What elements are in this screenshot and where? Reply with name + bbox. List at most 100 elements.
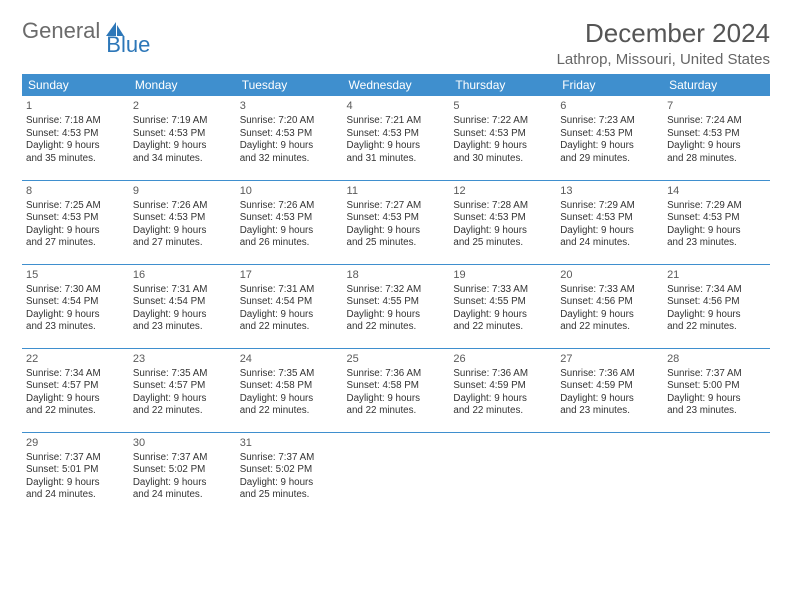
logo: General Blue <box>22 18 150 44</box>
daylight-text: and 24 minutes. <box>133 489 232 502</box>
sunrise-text: Sunrise: 7:25 AM <box>26 200 125 213</box>
daylight-text: and 22 minutes. <box>453 405 552 418</box>
weekday-header: Tuesday <box>236 74 343 96</box>
daylight-text: and 27 minutes. <box>133 237 232 250</box>
location-text: Lathrop, Missouri, United States <box>557 51 770 68</box>
calendar-day-cell: 2Sunrise: 7:19 AMSunset: 4:53 PMDaylight… <box>129 96 236 180</box>
calendar-day-cell: 25Sunrise: 7:36 AMSunset: 4:58 PMDayligh… <box>343 348 450 432</box>
weekday-header: Wednesday <box>343 74 450 96</box>
sunrise-text: Sunrise: 7:31 AM <box>240 284 339 297</box>
calendar-day-cell: 29Sunrise: 7:37 AMSunset: 5:01 PMDayligh… <box>22 432 129 516</box>
calendar-day-cell: 7 Sunrise: 7:24 AMSunset: 4:53 PMDaylight… <box>663 96 770 180</box>
sunset-text: Sunset: 5:02 PM <box>240 464 339 477</box>
daylight-text: Daylight: 9 hours <box>133 309 232 322</box>
sunset-text: Sunset: 4:55 PM <box>453 296 552 309</box>
calendar-day-cell: 19Sunrise: 7:33 AMSunset: 4:55 PMDayligh… <box>449 264 556 348</box>
sunrise-text: Sunrise: 7:32 AM <box>347 284 446 297</box>
daylight-text: Daylight: 9 hours <box>667 393 766 406</box>
daylight-text: and 22 minutes. <box>133 405 232 418</box>
sunrise-text: Sunrise: 7:36 AM <box>453 368 552 381</box>
calendar-day-cell: 9Sunrise: 7:26 AMSunset: 4:53 PMDaylight… <box>129 180 236 264</box>
daylight-text: and 28 minutes. <box>667 153 766 166</box>
daylight-text: and 32 minutes. <box>240 153 339 166</box>
sunset-text: Sunset: 5:02 PM <box>133 464 232 477</box>
sunset-text: Sunset: 4:53 PM <box>133 128 232 141</box>
day-number: 12 <box>453 184 552 198</box>
month-title: December 2024 <box>557 18 770 49</box>
daylight-text: Daylight: 9 hours <box>26 393 125 406</box>
calendar-day-cell: 18Sunrise: 7:32 AMSunset: 4:55 PMDayligh… <box>343 264 450 348</box>
day-number: 31 <box>240 436 339 450</box>
sunset-text: Sunset: 4:53 PM <box>347 128 446 141</box>
day-number: 14 <box>667 184 766 198</box>
daylight-text: Daylight: 9 hours <box>133 477 232 490</box>
daylight-text: Daylight: 9 hours <box>347 393 446 406</box>
day-number: 8 <box>26 184 125 198</box>
calendar-day-cell: 5Sunrise: 7:22 AMSunset: 4:53 PMDaylight… <box>449 96 556 180</box>
daylight-text: and 22 minutes. <box>240 405 339 418</box>
sunset-text: Sunset: 4:53 PM <box>133 212 232 225</box>
daylight-text: Daylight: 9 hours <box>26 225 125 238</box>
daylight-text: Daylight: 9 hours <box>240 225 339 238</box>
calendar-day-cell <box>663 432 770 516</box>
daylight-text: and 25 minutes. <box>347 237 446 250</box>
day-number: 27 <box>560 352 659 366</box>
sunset-text: Sunset: 4:54 PM <box>26 296 125 309</box>
calendar-day-cell: 30Sunrise: 7:37 AMSunset: 5:02 PMDayligh… <box>129 432 236 516</box>
day-number: 7 <box>667 99 766 113</box>
sunrise-text: Sunrise: 7:24 AM <box>667 115 766 128</box>
sunrise-text: Sunrise: 7:26 AM <box>133 200 232 213</box>
daylight-text: and 22 minutes. <box>240 321 339 334</box>
sunset-text: Sunset: 4:53 PM <box>26 212 125 225</box>
daylight-text: and 34 minutes. <box>133 153 232 166</box>
calendar-table: Sunday Monday Tuesday Wednesday Thursday… <box>22 74 770 516</box>
sunrise-text: Sunrise: 7:18 AM <box>26 115 125 128</box>
sunset-text: Sunset: 4:59 PM <box>453 380 552 393</box>
calendar-day-cell <box>343 432 450 516</box>
daylight-text: Daylight: 9 hours <box>453 309 552 322</box>
sunrise-text: Sunrise: 7:28 AM <box>453 200 552 213</box>
day-number: 25 <box>347 352 446 366</box>
day-number: 30 <box>133 436 232 450</box>
calendar-day-cell: 15Sunrise: 7:30 AMSunset: 4:54 PMDayligh… <box>22 264 129 348</box>
daylight-text: and 23 minutes. <box>560 405 659 418</box>
daylight-text: Daylight: 9 hours <box>347 309 446 322</box>
sunrise-text: Sunrise: 7:37 AM <box>240 452 339 465</box>
daylight-text: Daylight: 9 hours <box>240 477 339 490</box>
day-number: 3 <box>240 99 339 113</box>
day-number: 13 <box>560 184 659 198</box>
daylight-text: Daylight: 9 hours <box>453 225 552 238</box>
sunset-text: Sunset: 4:53 PM <box>667 128 766 141</box>
daylight-text: Daylight: 9 hours <box>347 140 446 153</box>
daylight-text: Daylight: 9 hours <box>667 140 766 153</box>
daylight-text: Daylight: 9 hours <box>240 140 339 153</box>
day-number: 10 <box>240 184 339 198</box>
calendar-day-cell: 1Sunrise: 7:18 AMSunset: 4:53 PMDaylight… <box>22 96 129 180</box>
calendar-day-cell: 17Sunrise: 7:31 AMSunset: 4:54 PMDayligh… <box>236 264 343 348</box>
daylight-text: Daylight: 9 hours <box>560 393 659 406</box>
sunset-text: Sunset: 4:57 PM <box>133 380 232 393</box>
sunrise-text: Sunrise: 7:34 AM <box>667 284 766 297</box>
day-number: 11 <box>347 184 446 198</box>
sunrise-text: Sunrise: 7:34 AM <box>26 368 125 381</box>
calendar-day-cell: 11Sunrise: 7:27 AMSunset: 4:53 PMDayligh… <box>343 180 450 264</box>
day-number: 1 <box>26 99 125 113</box>
sunset-text: Sunset: 4:54 PM <box>240 296 339 309</box>
sunset-text: Sunset: 5:01 PM <box>26 464 125 477</box>
sunrise-text: Sunrise: 7:19 AM <box>133 115 232 128</box>
sunset-text: Sunset: 4:53 PM <box>453 128 552 141</box>
day-number: 16 <box>133 268 232 282</box>
daylight-text: and 23 minutes. <box>667 405 766 418</box>
calendar-day-cell: 28Sunrise: 7:37 AMSunset: 5:00 PMDayligh… <box>663 348 770 432</box>
daylight-text: and 23 minutes. <box>26 321 125 334</box>
sunrise-text: Sunrise: 7:33 AM <box>560 284 659 297</box>
daylight-text: and 22 minutes. <box>26 405 125 418</box>
day-number: 15 <box>26 268 125 282</box>
logo-text-blue: Blue <box>106 32 150 58</box>
weekday-header: Saturday <box>663 74 770 96</box>
day-number: 23 <box>133 352 232 366</box>
daylight-text: Daylight: 9 hours <box>560 225 659 238</box>
daylight-text: Daylight: 9 hours <box>133 393 232 406</box>
daylight-text: Daylight: 9 hours <box>133 140 232 153</box>
day-number: 5 <box>453 99 552 113</box>
